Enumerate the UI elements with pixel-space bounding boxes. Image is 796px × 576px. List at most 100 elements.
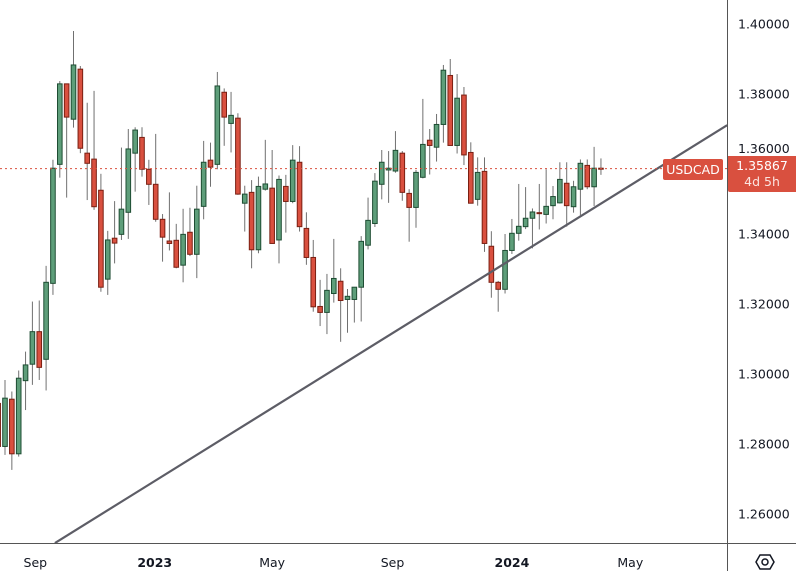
candle[interactable] bbox=[284, 175, 289, 233]
candle[interactable] bbox=[338, 268, 343, 341]
candle[interactable] bbox=[58, 81, 63, 178]
candle-body bbox=[290, 160, 295, 201]
candle[interactable] bbox=[99, 174, 104, 292]
candle[interactable] bbox=[222, 88, 227, 145]
candle[interactable] bbox=[393, 131, 398, 173]
candle[interactable] bbox=[92, 91, 97, 210]
candle[interactable] bbox=[304, 212, 309, 264]
candle[interactable] bbox=[421, 99, 426, 178]
candle[interactable] bbox=[249, 180, 254, 268]
candle[interactable] bbox=[318, 280, 323, 326]
candle[interactable] bbox=[263, 140, 268, 191]
candle[interactable] bbox=[23, 352, 28, 410]
candle[interactable] bbox=[441, 65, 446, 143]
candle[interactable] bbox=[181, 209, 186, 282]
candle[interactable] bbox=[564, 162, 569, 226]
candle[interactable] bbox=[345, 289, 350, 333]
candle[interactable] bbox=[229, 92, 234, 153]
candle[interactable] bbox=[373, 173, 378, 227]
candle[interactable] bbox=[236, 113, 241, 195]
candle[interactable] bbox=[112, 201, 117, 263]
candle[interactable] bbox=[571, 181, 576, 213]
candle[interactable] bbox=[126, 129, 131, 239]
candle-body bbox=[414, 172, 419, 207]
candle[interactable] bbox=[414, 170, 419, 228]
last-price-label: 1.35867 4d 5h bbox=[728, 156, 796, 192]
candle[interactable] bbox=[379, 150, 384, 199]
price-tick-label: 1.32000 bbox=[738, 297, 790, 312]
candle[interactable] bbox=[3, 380, 8, 455]
candle[interactable] bbox=[297, 146, 302, 231]
candle[interactable] bbox=[427, 129, 432, 174]
candle[interactable] bbox=[201, 141, 206, 219]
candle[interactable] bbox=[311, 240, 316, 312]
candle[interactable] bbox=[475, 157, 480, 205]
candle[interactable] bbox=[482, 157, 487, 251]
candle-body bbox=[455, 98, 460, 145]
candle-body bbox=[400, 153, 405, 192]
candle[interactable] bbox=[195, 186, 200, 278]
candle[interactable] bbox=[78, 66, 83, 153]
candle[interactable] bbox=[544, 169, 549, 223]
candle[interactable] bbox=[551, 186, 556, 219]
candle[interactable] bbox=[489, 231, 494, 297]
candle[interactable] bbox=[10, 392, 15, 470]
candle[interactable] bbox=[160, 214, 165, 262]
candle-body bbox=[537, 213, 542, 214]
candle[interactable] bbox=[359, 236, 364, 321]
candle[interactable] bbox=[290, 145, 295, 203]
candle[interactable] bbox=[523, 187, 528, 229]
candle[interactable] bbox=[366, 198, 371, 250]
candle[interactable] bbox=[64, 84, 69, 198]
candle[interactable] bbox=[208, 143, 213, 187]
candle[interactable] bbox=[51, 160, 56, 295]
candle[interactable] bbox=[133, 127, 138, 191]
candle[interactable] bbox=[496, 281, 501, 312]
price-axis[interactable]: 1.260001.280001.300001.320001.340001.360… bbox=[728, 0, 796, 543]
candle[interactable] bbox=[434, 114, 439, 162]
candle[interactable] bbox=[242, 186, 247, 232]
candle[interactable] bbox=[462, 87, 467, 165]
candle[interactable] bbox=[469, 142, 474, 203]
candle[interactable] bbox=[599, 158, 604, 174]
candle[interactable] bbox=[530, 208, 535, 248]
candle[interactable] bbox=[332, 239, 337, 303]
candle[interactable] bbox=[30, 302, 35, 385]
candle[interactable] bbox=[44, 266, 49, 391]
candle[interactable] bbox=[448, 59, 453, 145]
candle[interactable] bbox=[167, 192, 172, 250]
candle[interactable] bbox=[147, 160, 152, 205]
candle[interactable] bbox=[585, 159, 590, 189]
candle[interactable] bbox=[71, 31, 76, 128]
symbol-label: USDCAD bbox=[663, 159, 723, 180]
candle[interactable] bbox=[105, 231, 110, 295]
candle[interactable] bbox=[37, 301, 42, 380]
candle[interactable] bbox=[256, 177, 261, 254]
candle[interactable] bbox=[400, 151, 405, 201]
candle[interactable] bbox=[85, 103, 90, 200]
candle[interactable] bbox=[270, 150, 275, 243]
candle[interactable] bbox=[592, 147, 597, 206]
candle-body bbox=[256, 186, 261, 249]
candle[interactable] bbox=[516, 184, 521, 241]
candle-body bbox=[523, 218, 528, 226]
candle[interactable] bbox=[215, 72, 220, 169]
candle[interactable] bbox=[352, 287, 357, 322]
settings-icon[interactable] bbox=[755, 552, 775, 572]
candle[interactable] bbox=[174, 224, 179, 268]
candle[interactable] bbox=[188, 208, 193, 256]
candle[interactable] bbox=[16, 371, 21, 457]
candle[interactable] bbox=[325, 274, 330, 334]
candle[interactable] bbox=[386, 151, 391, 203]
candle[interactable] bbox=[537, 184, 542, 229]
candle[interactable] bbox=[510, 219, 515, 254]
candle[interactable] bbox=[153, 134, 158, 222]
candle[interactable] bbox=[119, 148, 124, 240]
candle[interactable] bbox=[455, 74, 460, 153]
candle[interactable] bbox=[140, 127, 145, 176]
candle[interactable] bbox=[578, 159, 583, 215]
candle[interactable] bbox=[277, 176, 282, 264]
candle[interactable] bbox=[407, 189, 412, 241]
